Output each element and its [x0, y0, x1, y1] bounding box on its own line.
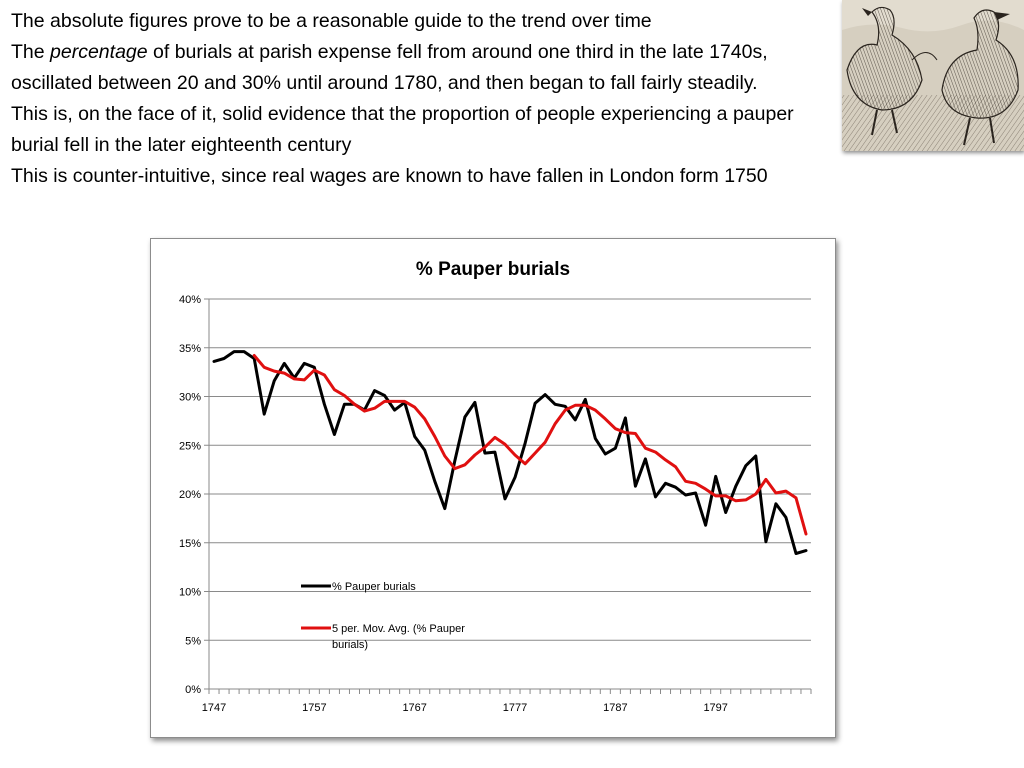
text-paragraph-percentage: The percentage of burials at parish expe… — [11, 37, 831, 99]
text-paragraph-evidence: This is, on the face of it, solid eviden… — [11, 103, 794, 156]
legend-label-moving-average-line2: burials) — [332, 639, 368, 651]
chart-title: % Pauper burials — [416, 259, 570, 280]
y-tick-label: 35% — [179, 343, 201, 355]
text-para2-emphasis: percentage — [50, 41, 148, 63]
y-tick-label: 15% — [179, 538, 201, 550]
text-para2-pre: The — [11, 41, 51, 63]
text-line-1: The absolute figures prove to be a reaso… — [11, 10, 652, 32]
gridlines — [209, 298, 811, 641]
y-tick-label: 10% — [179, 587, 201, 599]
y-tick-label: 30% — [179, 392, 201, 404]
x-tick-label: 1757 — [302, 702, 326, 714]
x-tick-label: 1747 — [202, 702, 226, 714]
slide-text: The absolute figures prove to be a reaso… — [11, 6, 831, 192]
axes: 0% 5% 10% 15% 20% 25% 30% 35% 40% 1747 1757 1767 177… — [179, 294, 812, 714]
legend-label-moving-average-line1: 5 per. Mov. Avg. (% Pauper — [332, 623, 465, 635]
series-lines — [212, 350, 808, 555]
y-tick-label: 5% — [185, 635, 201, 647]
x-tick-label: 1787 — [603, 702, 627, 714]
x-tick-label: 1777 — [503, 702, 527, 714]
legend-label-pauper-burials: % Pauper burials — [332, 581, 416, 593]
chart-svg: % Pauper burials 0% 5% 10% 15% 20% 25% 30% 35% 4… — [179, 259, 812, 714]
y-tick-label: 0% — [185, 684, 201, 696]
series-line-moving-average — [252, 354, 808, 536]
pauper-burials-chart: % Pauper burials 0% 5% 10% 15% 20% 25% 30% 35% 4… — [150, 238, 836, 738]
text-para2-post: of burials at parish expense fell from a… — [11, 41, 768, 94]
legend-label-moving-average: 5 per. Mov. Avg. (% Pauper burials) — [332, 623, 468, 651]
y-tick-label: 40% — [179, 294, 201, 306]
x-tick-label: 1767 — [402, 702, 426, 714]
y-tick-label: 25% — [179, 440, 201, 452]
y-tick-label: 20% — [179, 489, 201, 501]
text-paragraph-counter: This is counter-intuitive, since real wa… — [11, 165, 768, 187]
series-line-pauper-burials — [212, 350, 808, 555]
legend: % Pauper burials 5 per. Mov. Avg. (% Pau… — [301, 581, 468, 651]
ducks-engraving-image — [842, 0, 1024, 151]
x-tick-label: 1797 — [703, 702, 727, 714]
